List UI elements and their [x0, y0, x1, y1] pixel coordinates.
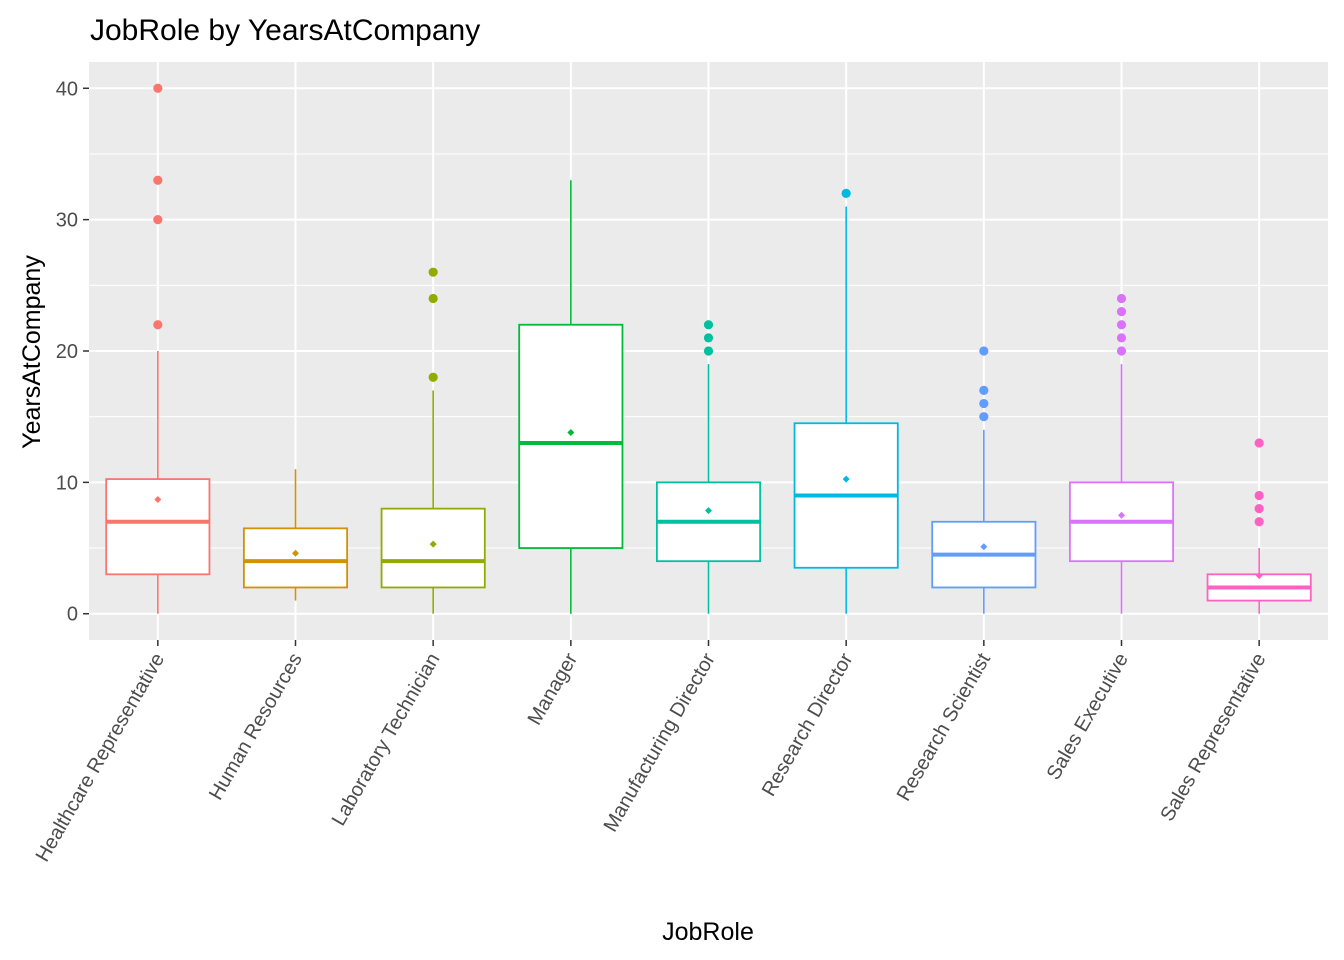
y-tick-label: 30 [56, 210, 78, 232]
box-iqr [380, 507, 486, 589]
outlier-point [428, 372, 438, 382]
outlier-point [703, 333, 714, 343]
x-tick-label: Sales Representative [1156, 650, 1270, 826]
box-iqr [518, 323, 624, 549]
box-manufacturing-director [655, 320, 762, 614]
box-laboratory-technician [380, 267, 486, 614]
box-sales-executive [1068, 293, 1175, 614]
mean-marker [567, 428, 575, 436]
outlier-point [703, 320, 714, 330]
outlier-point [153, 175, 163, 185]
mean-marker [154, 495, 162, 503]
outlier-point [979, 412, 989, 422]
outlier-point [1116, 320, 1127, 330]
x-tick-label: Laboratory Technician [328, 650, 445, 830]
x-axis: Healthcare Representative Human Resources… [32, 640, 1270, 866]
y-tick-label: 0 [67, 604, 78, 626]
mean-marker [1118, 511, 1125, 519]
box-manager [518, 180, 624, 614]
y-axis-title: YearsAtCompany [18, 255, 46, 449]
x-tick-label: Healthcare Representative [32, 650, 169, 866]
mean-marker [705, 507, 712, 515]
outlier-point [841, 188, 851, 198]
y-axis: 0 10 20 30 40 [56, 78, 89, 626]
outlier-point [1254, 517, 1264, 527]
y-tick-label: 10 [56, 472, 78, 494]
box-iqr [242, 527, 349, 589]
outlier-point [1116, 333, 1127, 343]
mean-marker [842, 475, 850, 483]
mean-marker [292, 549, 299, 557]
outlier-point [153, 320, 163, 330]
x-tick-label: Sales Executive [1043, 650, 1133, 784]
outlier-point [1116, 346, 1127, 356]
box-sales-representative [1206, 438, 1312, 614]
x-tick-label: Research Director [758, 649, 858, 800]
x-axis-title: JobRole [662, 918, 754, 946]
chart-title: JobRole by YearsAtCompany [90, 14, 480, 47]
box-research-scientist [931, 346, 1037, 614]
y-tick-label: 20 [56, 341, 78, 363]
outlier-point [979, 398, 989, 409]
box-healthcare-representative [105, 83, 211, 614]
x-tick-label: Manager [524, 649, 583, 729]
box-iqr [105, 478, 211, 576]
outlier-point [703, 346, 714, 356]
x-tick-label: Research Scientist [893, 649, 996, 805]
mean-marker [429, 540, 437, 548]
outlier-point [1254, 438, 1264, 448]
outlier-point [1254, 490, 1264, 501]
outlier-point [153, 215, 163, 225]
x-tick-label: Human Resources [205, 650, 307, 804]
outlier-point [979, 346, 989, 356]
y-tick-label: 40 [56, 78, 78, 100]
outlier-point [153, 83, 163, 93]
outlier-point [1254, 504, 1264, 514]
box-human-resources [242, 469, 349, 601]
mean-marker [1255, 572, 1263, 580]
x-tick-label: Manufacturing Director [600, 649, 720, 835]
outlier-point [1116, 306, 1127, 317]
outlier-point [428, 293, 438, 304]
outlier-point [979, 385, 989, 396]
mean-marker [980, 543, 988, 551]
outlier-point [1116, 293, 1127, 304]
box-research-director [793, 188, 899, 614]
outlier-point [428, 267, 438, 277]
box-series [105, 83, 1312, 614]
